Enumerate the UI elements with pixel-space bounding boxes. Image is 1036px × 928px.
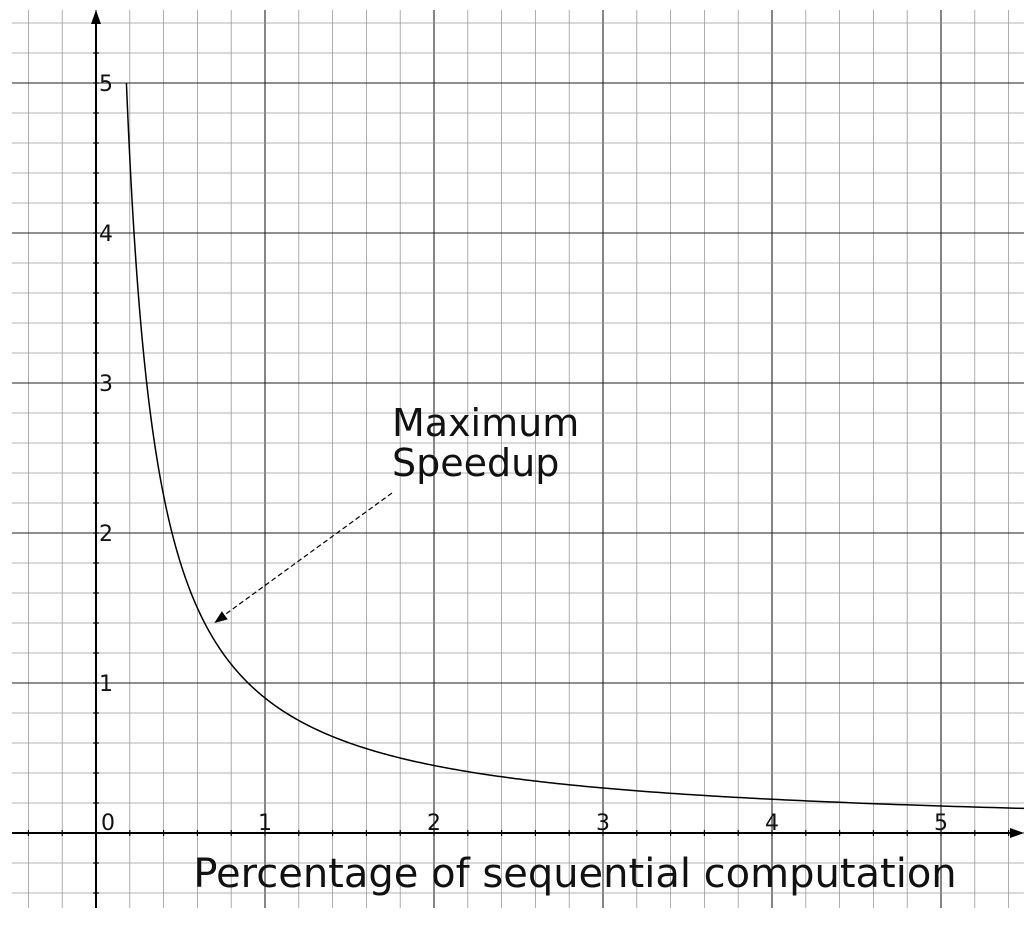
y-tick-label: 4 <box>99 222 113 247</box>
y-tick-label: 2 <box>99 522 113 547</box>
x-tick-label: 5 <box>934 811 948 836</box>
x-tick-label: 4 <box>765 811 779 836</box>
grid <box>12 10 1024 908</box>
y-tick-label: 5 <box>99 72 113 97</box>
y-axis-arrowhead <box>91 10 101 24</box>
annotation-text-line: Maximum <box>392 401 579 445</box>
x-tick-label: 2 <box>427 811 441 836</box>
x-axis-label: Percentage of sequential computation <box>193 851 956 897</box>
y-tick-label: 3 <box>99 372 113 397</box>
x-tick-label: 1 <box>258 811 272 836</box>
x-tick-label: 0 <box>101 811 115 836</box>
speedup-curve <box>125 82 1025 810</box>
x-axis-arrowhead <box>1010 828 1024 838</box>
annotation-arrow-line <box>219 492 393 619</box>
x-tick-label: 3 <box>596 811 610 836</box>
axes <box>12 10 1024 908</box>
series-group <box>125 82 1025 810</box>
annotation-arrowhead <box>214 611 228 623</box>
tick-labels: 0 1 2 3 4 5 1 2 3 4 5 <box>99 72 948 836</box>
annotation-text-line: Speedup <box>392 441 559 485</box>
y-tick-label: 1 <box>99 672 113 697</box>
